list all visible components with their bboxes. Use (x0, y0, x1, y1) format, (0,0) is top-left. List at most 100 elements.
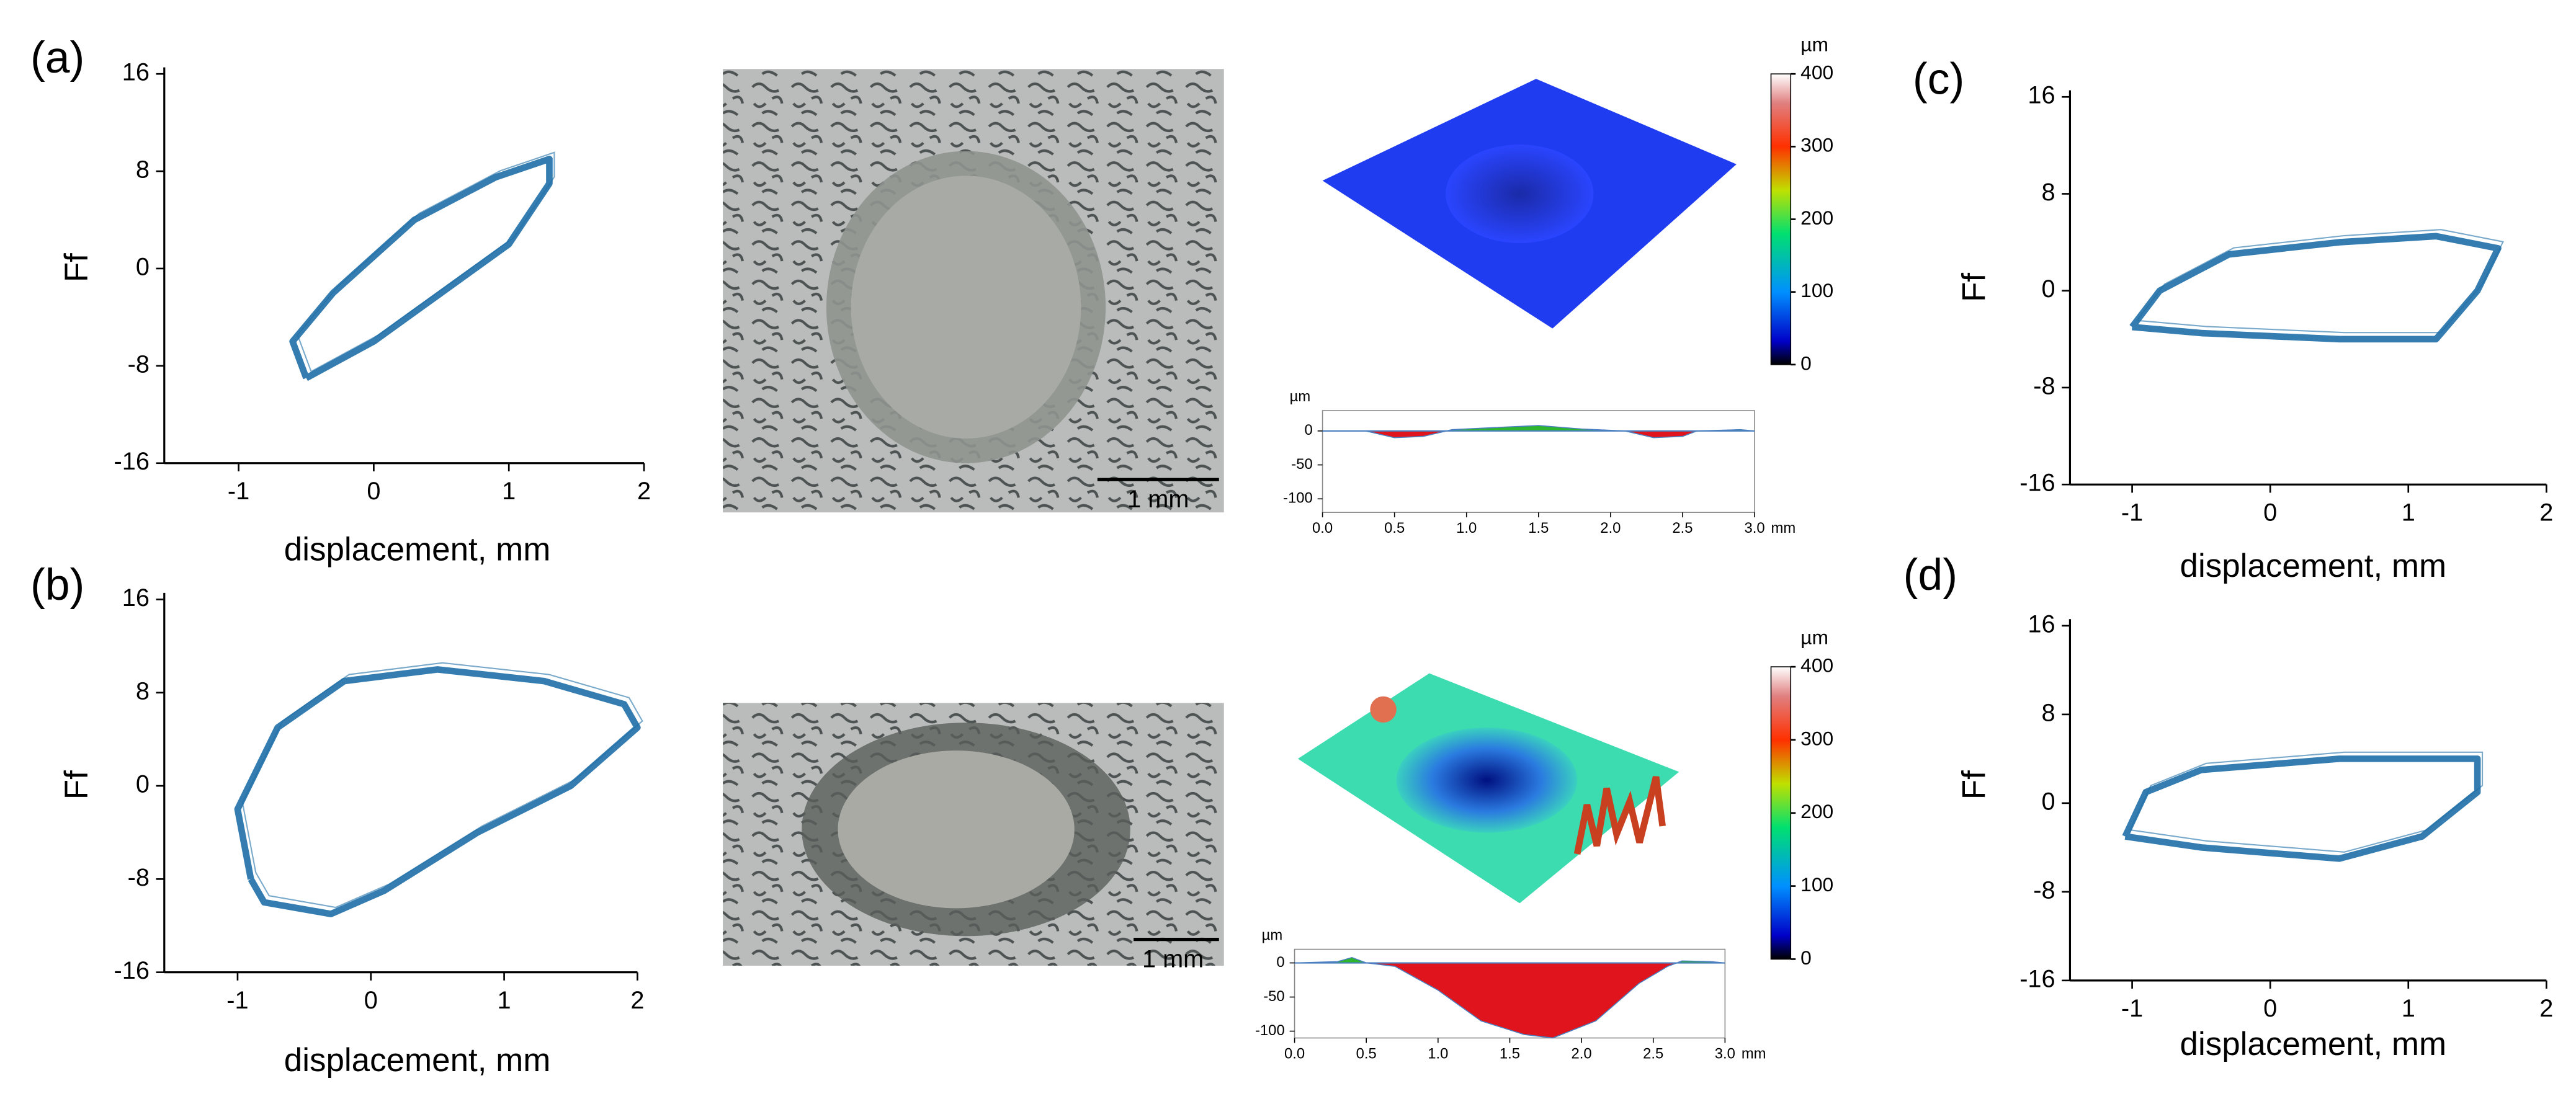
y-tick-label: -8 (128, 864, 150, 891)
area-negative (1294, 963, 1725, 1038)
x-tick-label: 0.0 (1312, 520, 1333, 536)
y-tick-label: 0 (1276, 954, 1284, 971)
x-tick-label: 2.0 (1600, 520, 1621, 536)
loop-line (234, 666, 641, 917)
panel-label: (b) (30, 560, 84, 610)
y-unit: µm (1262, 927, 1283, 944)
x-tick-label: 2.5 (1643, 1045, 1663, 1062)
x-tick-label: 2 (2539, 499, 2553, 526)
y-tick-label: 16 (122, 584, 150, 612)
colorbar-tick-label: 200 (1800, 800, 1833, 822)
x-tick-label: 2 (630, 987, 644, 1014)
y-tick-label: -50 (1263, 988, 1284, 1005)
x-tick-label: 0 (2263, 995, 2277, 1022)
y-tick-label: 8 (2042, 699, 2055, 726)
y-tick-label: -8 (128, 350, 150, 378)
colorbar-unit: µm (1800, 33, 1828, 56)
y-unit: µm (1290, 388, 1311, 405)
y-tick-label: -100 (1283, 490, 1313, 507)
x-tick-label: -1 (2121, 995, 2143, 1022)
x-tick-label: 3.0 (1744, 520, 1764, 536)
x-tick-label: 1.0 (1456, 520, 1477, 536)
profile-line (1322, 425, 1755, 438)
surface-peaks (1573, 776, 1666, 855)
y-tick-label: 8 (136, 156, 150, 184)
loop-line (289, 156, 553, 381)
surface-pit (1396, 728, 1578, 833)
x-tick-label: 1 (502, 478, 516, 505)
y-tick-label: 8 (2042, 179, 2055, 206)
x-tick-label: 0.0 (1284, 1045, 1305, 1062)
y-tick-label: 8 (136, 677, 150, 705)
scale-bar-label: 1 mm (1142, 946, 1204, 973)
x-tick-label: 3.0 (1715, 1045, 1735, 1062)
surface-peak (1370, 696, 1397, 723)
y-tick-label: 16 (122, 59, 150, 86)
y-tick-label: -16 (2019, 470, 2055, 497)
x-axis-label: displacement, mm (284, 1042, 551, 1079)
y-tick-label: -16 (114, 957, 150, 984)
colorbar-tick-label: 0 (1800, 352, 1812, 374)
loop-line (241, 662, 643, 909)
colorbar-tick-label: 200 (1800, 207, 1833, 229)
y-tick-label: -100 (1255, 1022, 1285, 1039)
x-tick-label: 2.5 (1672, 520, 1693, 536)
y-tick-label: 16 (2028, 82, 2055, 109)
x-tick-label: -1 (228, 478, 249, 505)
x-tick-label: 2 (2539, 995, 2553, 1022)
x-tick-label: 0 (364, 987, 378, 1014)
x-tick-label: 0 (367, 478, 380, 505)
x-unit: mm (1771, 520, 1796, 536)
wear-scar (838, 750, 1075, 909)
colorbar-tick-label: 100 (1800, 279, 1833, 301)
x-tick-label: 1 (498, 987, 511, 1014)
y-tick-label: 0 (2042, 275, 2055, 303)
colorbar-tick-label: 0 (1800, 946, 1812, 969)
x-axis-label: displacement, mm (2180, 548, 2447, 584)
x-tick-label: 1.5 (1500, 1045, 1520, 1062)
colorbar (1770, 73, 1792, 365)
colorbar-tick-label: 300 (1800, 134, 1833, 156)
y-tick-label: -8 (2033, 876, 2055, 904)
x-tick-label: 2 (637, 478, 651, 505)
x-tick-label: 0.5 (1384, 520, 1405, 536)
colorbar-tick-label: 400 (1800, 654, 1833, 676)
y-tick-label: 0 (136, 771, 150, 798)
y-axis-label: Ff (58, 253, 95, 282)
scale-bar-label: 1 mm (1127, 486, 1189, 513)
y-tick-label: 0 (136, 253, 150, 280)
loop-line (2129, 233, 2502, 343)
y-tick-label: -16 (114, 448, 150, 475)
y-axis-label: Ff (1956, 770, 1992, 799)
x-axis-label: displacement, mm (2180, 1026, 2447, 1062)
x-tick-label: 1.5 (1528, 520, 1549, 536)
y-tick-label: 16 (2028, 610, 2055, 638)
x-tick-label: 0 (2263, 499, 2277, 526)
loop-line (2129, 751, 2484, 853)
loop-line (297, 151, 555, 372)
profile-line (1294, 956, 1725, 1039)
x-tick-label: 1 (2402, 499, 2415, 526)
colorbar-unit: µm (1800, 626, 1828, 648)
x-tick-label: -1 (226, 987, 248, 1014)
y-tick-label: -8 (2033, 372, 2055, 399)
panel-label: (c) (1913, 54, 1964, 104)
x-tick-label: 2.0 (1572, 1045, 1592, 1062)
surface-pit (1446, 145, 1594, 243)
y-axis-label: Ff (58, 770, 95, 799)
x-tick-label: -1 (2121, 499, 2143, 526)
y-tick-label: 0 (2042, 788, 2055, 815)
x-axis-label: displacement, mm (284, 532, 551, 568)
x-tick-label: 0.5 (1356, 1045, 1377, 1062)
x-unit: mm (1742, 1045, 1766, 1062)
y-tick-label: 0 (1304, 422, 1312, 438)
y-tick-label: -50 (1291, 456, 1312, 473)
colorbar-tick-label: 400 (1800, 61, 1833, 84)
x-tick-label: 1.0 (1428, 1045, 1448, 1062)
panel-label: (d) (1903, 550, 1957, 600)
colorbar-tick-label: 100 (1800, 873, 1833, 896)
area-positive (1446, 425, 1755, 431)
loop-line (2136, 229, 2504, 334)
